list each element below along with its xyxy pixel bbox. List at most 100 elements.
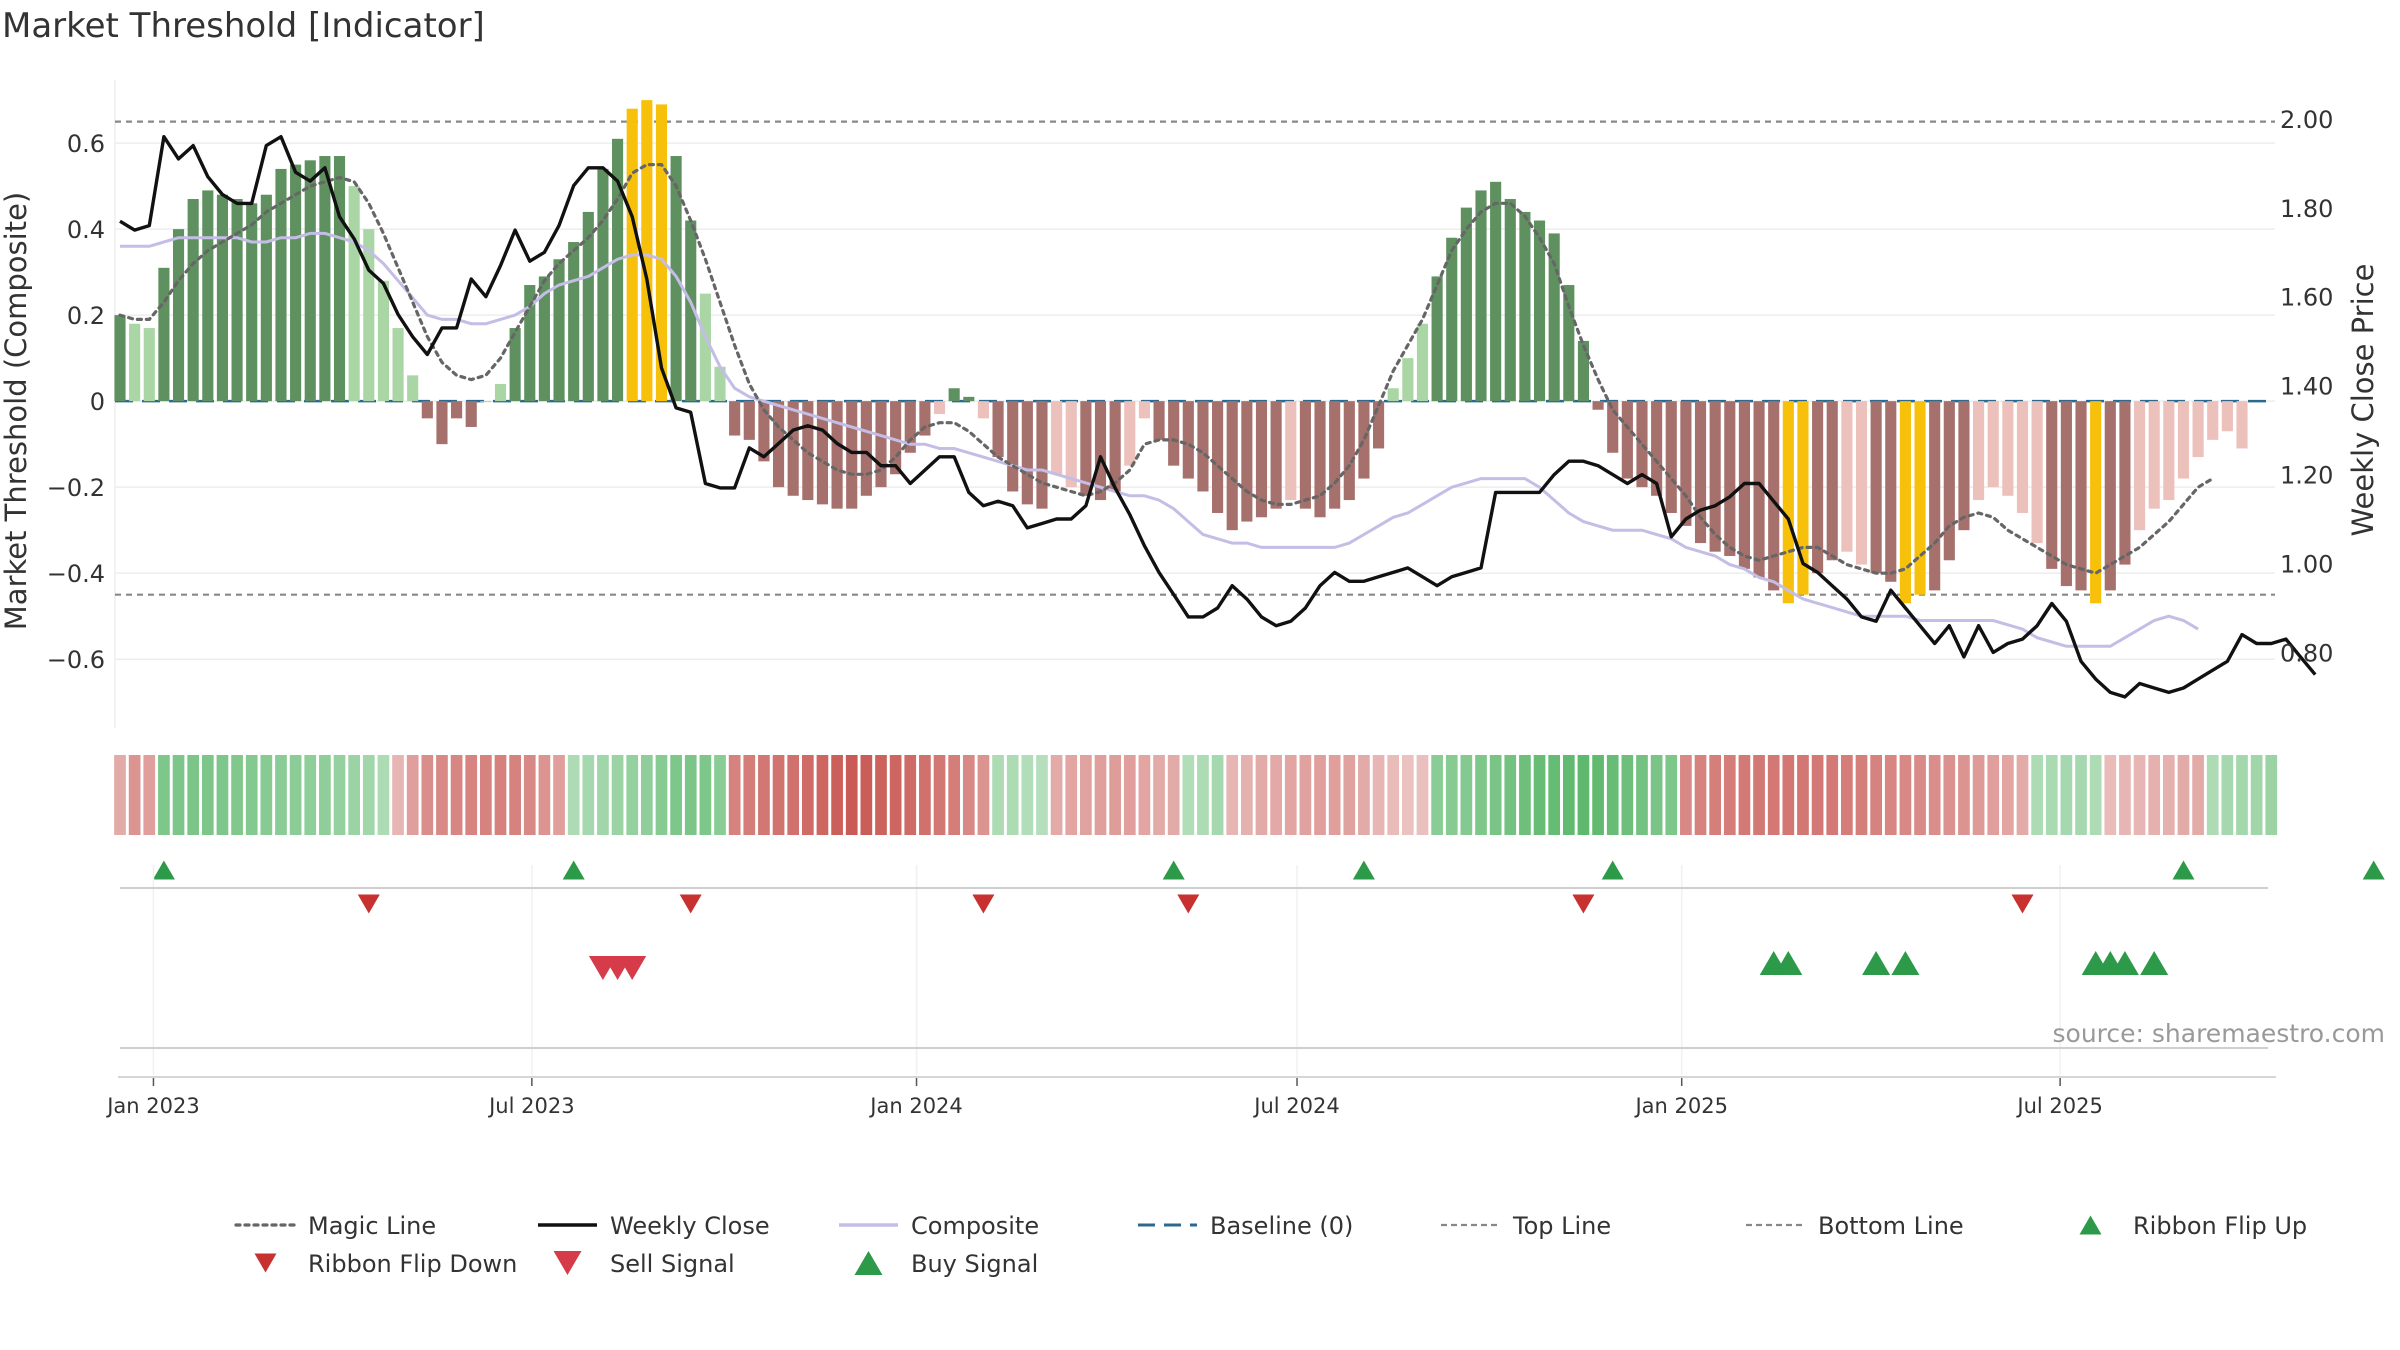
ribbon-cell xyxy=(1694,755,1707,835)
ribbon-flip-up-marker xyxy=(152,860,175,880)
composite-bar xyxy=(1153,401,1165,440)
ribbon-cell xyxy=(406,755,419,835)
legend-label: Sell Signal xyxy=(610,1250,735,1278)
composite-bar xyxy=(1051,401,1063,475)
ribbon-cell xyxy=(801,755,814,835)
composite-bar xyxy=(1592,401,1604,410)
ribbon-cell xyxy=(1123,755,1136,835)
ribbon-flip-up-marker xyxy=(1601,860,1624,880)
composite-bar xyxy=(187,199,199,402)
composite-bar xyxy=(1270,401,1282,509)
composite-bar xyxy=(2104,401,2116,591)
left-axis-label: Market Threshold (Composite) xyxy=(0,192,33,630)
ribbon-cell xyxy=(1343,755,1356,835)
legend-marker xyxy=(2079,1215,2102,1235)
ribbon-cell xyxy=(2250,755,2263,835)
composite-bar xyxy=(1899,401,1911,604)
ribbon-cell xyxy=(1065,755,1078,835)
composite-bar xyxy=(290,164,302,402)
composite-bar xyxy=(1577,340,1590,402)
magic-line xyxy=(118,163,2215,575)
legend-label: Bottom Line xyxy=(1818,1212,1964,1240)
composite-bar xyxy=(172,229,185,402)
ribbon-cell xyxy=(1767,755,1780,835)
ribbon-cell xyxy=(1753,755,1765,835)
composite-bar xyxy=(2207,401,2219,440)
ribbon-cell xyxy=(172,755,185,835)
composite-bar xyxy=(421,401,433,419)
ribbon-cell xyxy=(1592,755,1604,835)
ribbon-cell xyxy=(2206,755,2219,835)
ribbon-cell xyxy=(1358,755,1370,835)
legend-label: Magic Line xyxy=(308,1212,436,1240)
legend-marker xyxy=(553,1251,582,1275)
ribbon-cell xyxy=(275,755,287,835)
ribbon-cell xyxy=(1928,755,1941,835)
ribbon-cell xyxy=(421,755,434,835)
ribbon-cell xyxy=(362,755,375,835)
x-tick-label: Jan 2024 xyxy=(868,1094,963,1118)
composite-bar xyxy=(1329,401,1341,509)
composite-bar xyxy=(1475,190,1487,402)
ribbon-cell xyxy=(1401,755,1414,835)
composite-bar xyxy=(802,401,814,501)
ribbon-cell xyxy=(1270,755,1282,835)
ribbon-cell xyxy=(2265,755,2278,835)
ribbon-cell xyxy=(1914,755,1926,835)
composite-bar xyxy=(465,401,477,427)
left-tick-label: 0.6 xyxy=(67,130,105,158)
ribbon-cell xyxy=(816,755,829,835)
ribbon-cell xyxy=(319,755,331,835)
ribbon-cell xyxy=(231,755,243,835)
left-tick-label: 0 xyxy=(90,388,105,416)
ribbon-cell xyxy=(1797,755,1809,835)
composite-bar xyxy=(1548,233,1560,402)
ribbon-cell xyxy=(1255,755,1268,835)
ribbon-cell xyxy=(1109,755,1121,835)
signal-panels xyxy=(152,860,2385,1275)
composite-bar xyxy=(2060,401,2072,587)
composite-bar xyxy=(1007,401,1019,492)
sell-signal-marker xyxy=(618,956,647,980)
ribbon-cell xyxy=(1416,755,1429,835)
ribbon-cell xyxy=(743,755,756,835)
right-tick-label: 2.00 xyxy=(2280,106,2333,134)
composite-bar xyxy=(319,156,331,402)
composite-bar xyxy=(246,203,258,402)
composite-bar xyxy=(1870,401,1882,574)
legend-label: Ribbon Flip Down xyxy=(308,1250,517,1278)
ribbon-cell xyxy=(1636,755,1648,835)
composite-bar xyxy=(1358,401,1370,479)
x-axis: Jan 2023 Jul 2023 Jan 2024 Jul 2024 Jan 2025… xyxy=(105,865,2276,1118)
ribbon-cell xyxy=(1460,755,1473,835)
ribbon-cell xyxy=(1943,755,1956,835)
composite-bar xyxy=(1841,401,1853,552)
composite-bar xyxy=(2133,401,2146,531)
ribbon-cell xyxy=(1284,755,1297,835)
right-axis-label: Weekly Close Price xyxy=(2346,264,2380,537)
composite-bar xyxy=(2236,401,2248,449)
ribbon-cell xyxy=(333,755,346,835)
ribbon-cell xyxy=(670,755,682,835)
composite-bar xyxy=(1504,199,1516,402)
composite-bar xyxy=(524,285,536,402)
composite-bar xyxy=(553,259,565,402)
composite-bar xyxy=(1973,401,1985,501)
ribbon-cell xyxy=(509,755,521,835)
ribbon-cell xyxy=(494,755,507,835)
ribbon-flip-up-marker xyxy=(1352,860,1375,880)
ribbon-cell xyxy=(640,755,653,835)
ribbon-cell xyxy=(1299,755,1312,835)
ribbon-cell xyxy=(845,755,858,835)
ribbon-cell xyxy=(216,755,229,835)
composite-bar xyxy=(1387,388,1399,402)
composite-bar xyxy=(1446,237,1458,402)
composite-bar xyxy=(1299,401,1311,509)
composite-bar xyxy=(538,276,550,402)
composite-bar xyxy=(1651,401,1663,496)
composite-bar xyxy=(977,401,989,419)
composite-bar xyxy=(2221,401,2233,432)
ribbon-flip-up-marker xyxy=(2172,860,2195,880)
ribbon-cell xyxy=(1811,755,1824,835)
left-tick-label: −0.6 xyxy=(47,646,105,674)
